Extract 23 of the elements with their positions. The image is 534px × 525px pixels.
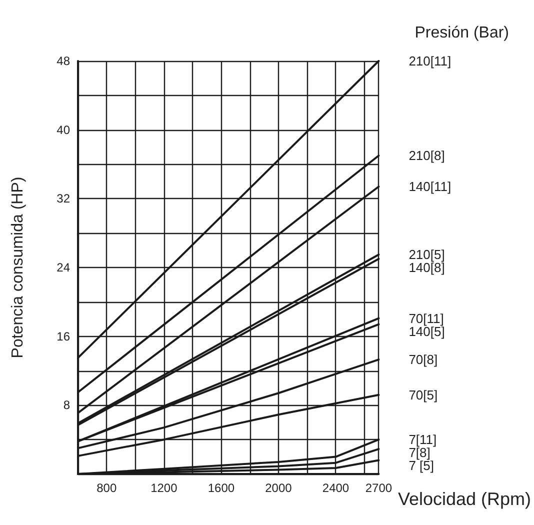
y-tick-label: 40 — [56, 122, 70, 137]
x-tick-label: 1600 — [208, 481, 235, 495]
text: 140[11] — [408, 179, 452, 194]
text: 7[11] — [408, 432, 437, 448]
y-axis-title: Potencia consumida (HP) — [10, 176, 26, 358]
text: 70[5] — [408, 387, 438, 402]
text: 210[11] — [408, 54, 452, 68]
text: 70[11] — [408, 310, 444, 326]
x-tick-label: 800 — [96, 481, 117, 495]
text: 210[5] — [408, 247, 445, 262]
x-axis-title: Velocidad (Rpm) — [398, 489, 531, 509]
y-tick-label: 48 — [56, 54, 70, 68]
legend-title: Presión (Bar) — [414, 24, 509, 42]
x-tick-label: 2000 — [265, 481, 292, 495]
y-tick-label: 8 — [63, 398, 70, 412]
x-tick-label: 2400 — [322, 481, 350, 495]
y-tick-label: 24 — [56, 260, 70, 274]
x-tick-label: 1200 — [150, 481, 178, 495]
y-tick-label: 32 — [56, 192, 70, 206]
y-tick-label: 16 — [56, 329, 70, 344]
x-tick-label: 2700 — [365, 481, 392, 495]
text: 210[8] — [408, 148, 445, 164]
text: 70[8] — [408, 352, 438, 368]
